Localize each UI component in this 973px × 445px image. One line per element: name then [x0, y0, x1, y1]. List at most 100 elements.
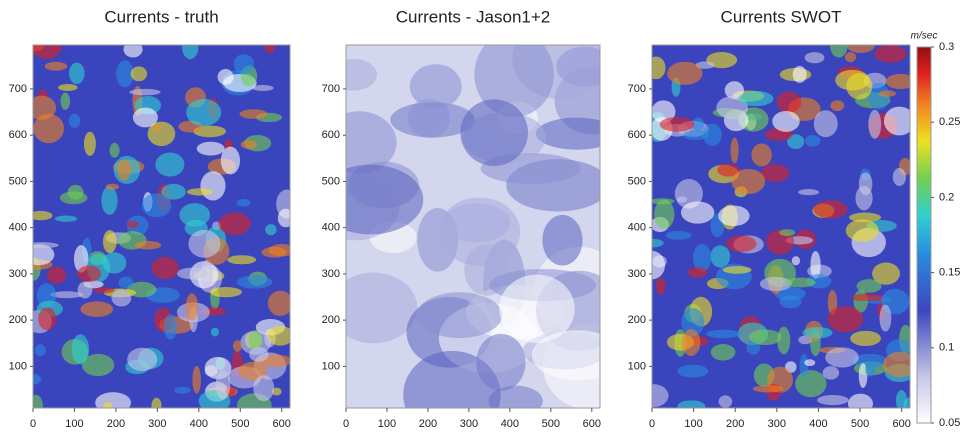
y-tick-label: 400 [9, 222, 27, 234]
plot-frame [345, 44, 601, 409]
field-blob [129, 88, 161, 96]
field-blob [730, 137, 739, 164]
field-blob [209, 286, 242, 298]
field-blob [33, 45, 63, 60]
y-tick-label: 700 [9, 83, 27, 95]
field-blob [845, 219, 879, 242]
field-blob [692, 117, 705, 132]
field-blob [795, 370, 827, 398]
field-blob [346, 111, 397, 174]
colorbar-tick-label: 0.25 [939, 116, 960, 128]
field-blob [738, 90, 774, 107]
field-blob [277, 208, 290, 228]
field-blob [759, 276, 792, 292]
field-blob [476, 333, 526, 391]
field-blob [237, 275, 273, 289]
field-blob [69, 62, 85, 85]
y-tick-label: 500 [628, 175, 646, 187]
plot-frame [32, 44, 291, 409]
field-blob [825, 347, 859, 368]
field-blob [73, 245, 89, 273]
field-blob [83, 131, 96, 156]
field-blob [791, 256, 801, 266]
colorbar-tick-label: 0.1 [939, 342, 954, 354]
field-blob [865, 362, 876, 377]
field-blob [867, 82, 890, 110]
field-blob [822, 366, 840, 380]
field-blob [102, 229, 117, 254]
x-tick-label: 600 [892, 418, 910, 430]
field-blob [147, 121, 176, 147]
field-blob [817, 394, 849, 406]
field-blob [777, 326, 791, 355]
plot-frame [651, 44, 911, 409]
colorbar-tick-label: 0.3 [939, 41, 954, 53]
colorbar-tick-label: 0.2 [939, 191, 954, 203]
field-blob [748, 329, 782, 345]
x-tick-label: 600 [583, 418, 601, 430]
colorbar [916, 46, 932, 424]
x-tick-label: 0 [649, 418, 655, 430]
field-blob [161, 183, 186, 200]
y-tick-label: 400 [628, 222, 646, 234]
field-blob [499, 274, 575, 344]
field-blob [652, 198, 675, 205]
field-blob [731, 168, 766, 195]
field-blob [772, 110, 800, 132]
field-blob [885, 73, 910, 90]
field-blob [105, 183, 120, 190]
field-blob [804, 52, 825, 64]
field-blob [68, 113, 81, 128]
heatmap-field [346, 45, 600, 408]
x-tick-label: 500 [231, 418, 249, 430]
field-blob [141, 193, 172, 218]
x-tick-label: 400 [809, 418, 827, 430]
field-blob [272, 387, 282, 396]
y-tick-label: 500 [322, 175, 340, 187]
field-blob [460, 99, 528, 166]
field-blob [722, 265, 752, 274]
y-tick-label: 200 [322, 314, 340, 326]
field-blob [652, 384, 669, 408]
field-blob [659, 117, 695, 132]
field-blob [130, 66, 148, 82]
field-blob [725, 235, 757, 252]
field-blob [677, 364, 709, 378]
field-blob [438, 197, 521, 266]
field-blob [830, 100, 845, 112]
field-blob [95, 392, 132, 408]
field-blob [883, 106, 910, 136]
field-blob [33, 113, 65, 144]
field-blob [798, 189, 820, 196]
field-blob [674, 178, 703, 209]
field-blob [716, 96, 749, 120]
field-blob [176, 267, 208, 280]
y-tick-label: 300 [9, 268, 27, 280]
field-blob [542, 214, 583, 266]
y-tick-label: 300 [322, 268, 340, 280]
field-blob [185, 293, 199, 321]
y-tick-label: 400 [322, 222, 340, 234]
field-blob [251, 84, 274, 92]
field-blob [787, 134, 805, 150]
field-blob [474, 45, 554, 118]
field-blob [215, 370, 231, 400]
x-tick-label: 100 [65, 418, 83, 430]
field-blob [192, 365, 201, 394]
field-blob [265, 224, 277, 236]
panel-title: Currents - Jason1+2 [396, 7, 551, 26]
field-blob [33, 244, 55, 266]
field-blob [409, 64, 462, 109]
field-blob [416, 292, 503, 339]
field-blob [652, 56, 666, 80]
field-blob [163, 314, 177, 340]
field-blob [776, 91, 802, 113]
field-blob [182, 45, 199, 60]
field-blob [779, 229, 796, 237]
field-blob [874, 45, 907, 63]
field-blob [883, 351, 910, 378]
field-blob [151, 397, 162, 408]
x-tick-label: 300 [460, 418, 478, 430]
field-blob [58, 83, 78, 92]
field-blob [109, 142, 120, 158]
